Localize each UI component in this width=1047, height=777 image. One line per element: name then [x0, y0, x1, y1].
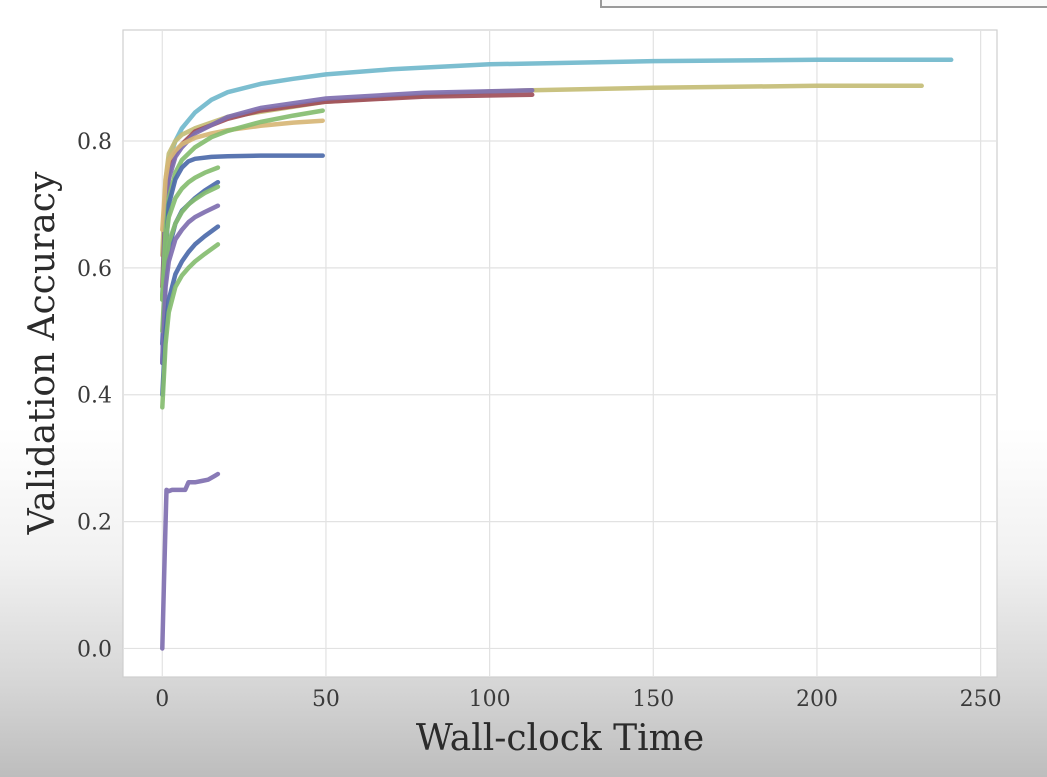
series-line-11 — [160, 203, 221, 366]
plot-frame — [122, 29, 998, 678]
x-tick-label: 150 — [632, 687, 674, 712]
y-tick-label: 0.2 — [77, 511, 112, 536]
x-axis-ticks: 0 50 100 150 200 250 — [155, 687, 1001, 712]
x-tick-label: 0 — [155, 687, 169, 712]
y-axis-label: Validation Accuracy — [22, 171, 63, 535]
x-tick-label: 250 — [960, 687, 1002, 712]
citation-box — [600, 0, 1047, 8]
grid — [123, 30, 997, 677]
y-axis-ticks: 0.0 0.2 0.4 0.6 0.8 — [77, 130, 112, 662]
series-line-13 — [160, 242, 221, 410]
series-line-8 — [160, 165, 221, 302]
y-tick-label: 0.4 — [77, 384, 112, 409]
series-group — [160, 57, 954, 651]
series-line-4 — [160, 88, 535, 302]
y-tick-label: 0.8 — [77, 130, 112, 155]
x-tick-label: 50 — [312, 687, 340, 712]
x-axis-label: Wall-clock Time — [416, 718, 704, 759]
series-line-5 — [160, 118, 325, 233]
x-tick-label: 100 — [469, 687, 511, 712]
series-line-14 — [160, 471, 221, 651]
y-tick-label: 0.0 — [77, 637, 112, 662]
y-tick-label: 0.6 — [77, 257, 112, 282]
x-tick-label: 200 — [796, 687, 838, 712]
series-line-10 — [160, 184, 221, 334]
